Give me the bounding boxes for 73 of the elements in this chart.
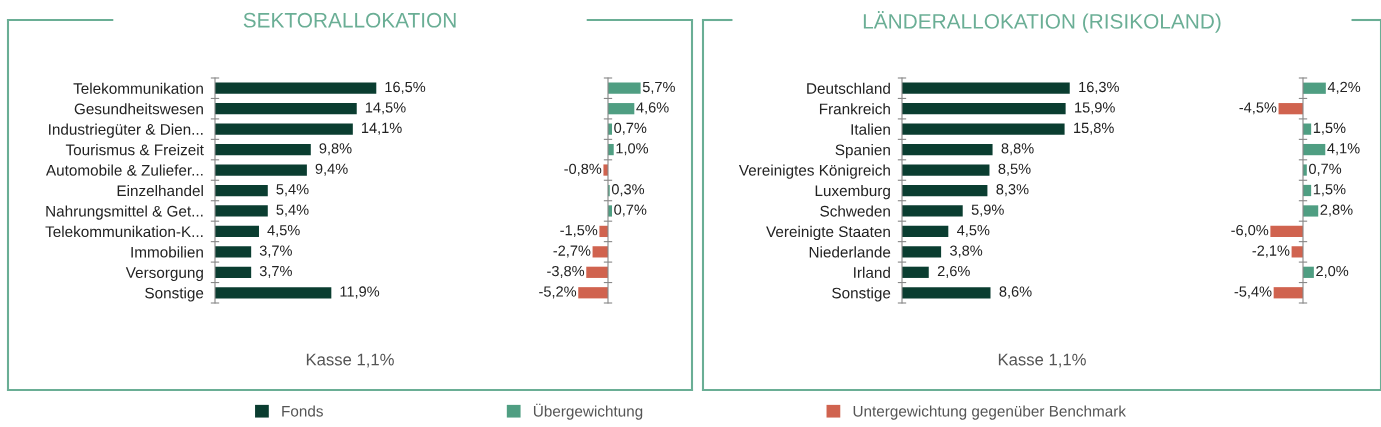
y-tick-label: Versorgung: [125, 267, 203, 282]
data-label: 15,9%: [1075, 102, 1115, 115]
data-label: 14,5%: [365, 102, 406, 115]
y-tick-label: Vereinigte Staaten: [766, 225, 890, 241]
data-label: 5,4%: [276, 204, 309, 217]
y-tick-label: Niederlande: [809, 246, 891, 258]
data-label: 1,5%: [1313, 122, 1346, 135]
data-label: 11,9%: [340, 286, 380, 299]
data-label: -2,7%: [553, 245, 591, 258]
data-label: 8,6%: [999, 286, 1032, 299]
data-label: -2,1%: [1252, 245, 1290, 258]
data-label: 0,7%: [614, 122, 647, 135]
y-tick-label: Vereinigtes Königreich: [738, 164, 890, 179]
data-label: 2,8%: [1320, 204, 1353, 217]
data-label: 8,3%: [996, 184, 1029, 197]
data-label: 4,2%: [1327, 81, 1361, 94]
data-label: 1,0%: [616, 143, 649, 156]
legend-label: Fonds: [282, 405, 323, 417]
y-tick-label: Sonstige: [832, 287, 891, 302]
data-label: 15,8%: [1074, 122, 1114, 135]
y-tick-label: Gesundheitswesen: [74, 103, 203, 115]
data-label: 16,5%: [385, 81, 426, 94]
y-tick-label: Automobile & Zuliefer...: [45, 164, 203, 176]
y-tick-label: Frankreich: [819, 103, 890, 115]
data-label: 5,7%: [642, 81, 675, 94]
data-label: 4,1%: [1327, 143, 1360, 156]
data-label: 0,7%: [1309, 163, 1342, 176]
data-label: 5,9%: [971, 204, 1004, 217]
data-label: 14,1%: [362, 122, 402, 135]
data-label: 2,0%: [1316, 265, 1349, 278]
data-label: 9,8%: [319, 143, 352, 156]
data-label: -0,8%: [564, 163, 602, 176]
chart-title: LÄNDERALLOKATION (RISIKOLAND): [863, 11, 1221, 33]
data-label: 4,6%: [636, 102, 669, 115]
data-label: 0,7%: [614, 204, 647, 217]
data-label: -5,4%: [1234, 286, 1272, 299]
data-label: -1,5%: [560, 225, 598, 238]
legend-label: Untergewichtung gegenüber Benchmark: [853, 405, 1126, 420]
data-label: -3,8%: [547, 265, 585, 278]
data-label: -4,5%: [1239, 102, 1277, 115]
text: Kasse 1,1%: [998, 353, 1086, 368]
data-label: 9,4%: [315, 163, 348, 176]
y-tick-label: Telekommunikation: [73, 82, 203, 94]
y-tick-label: Immobilien: [131, 246, 203, 258]
text: Kasse 1,1%: [306, 353, 394, 368]
y-tick-label: Einzelhandel: [117, 184, 203, 197]
data-label: 3,8%: [950, 245, 983, 258]
y-tick-label: Industriegüter & Dien...: [49, 123, 203, 138]
data-label: 16,3%: [1079, 81, 1119, 94]
data-label: -6,0%: [1231, 225, 1269, 238]
y-tick-label: Schweden: [820, 205, 890, 217]
data-label: 2,6%: [937, 265, 970, 278]
y-tick-label: Deutschland: [807, 82, 890, 94]
y-tick-label: Sonstige: [145, 287, 204, 302]
data-label: 1,5%: [1313, 184, 1346, 197]
y-tick-label: Tourismus & Freizeit: [65, 144, 204, 156]
y-tick-label: Irland: [854, 266, 890, 278]
data-label: 4,5%: [267, 225, 300, 238]
legend-label: Übergewichtung: [533, 403, 643, 420]
data-label: -5,2%: [539, 286, 577, 299]
data-label: 8,5%: [998, 163, 1031, 176]
y-tick-label: Spanien: [835, 144, 890, 159]
data-label: 0,3%: [611, 184, 645, 197]
y-tick-label: Luxemburg: [815, 184, 890, 200]
y-tick-label: Nahrungsmittel & Get...: [46, 205, 203, 220]
y-tick-label: Telekommunikation-K...: [45, 225, 203, 238]
data-label: 5,4%: [276, 184, 309, 197]
chart-title: SEKTORALLOKATION: [243, 12, 456, 28]
data-label: 3,7%: [259, 265, 292, 278]
data-label: 4,5%: [957, 225, 990, 238]
data-label: 8,8%: [1001, 143, 1034, 156]
data-label: 3,7%: [259, 245, 292, 258]
y-tick-label: Italien: [851, 123, 890, 135]
